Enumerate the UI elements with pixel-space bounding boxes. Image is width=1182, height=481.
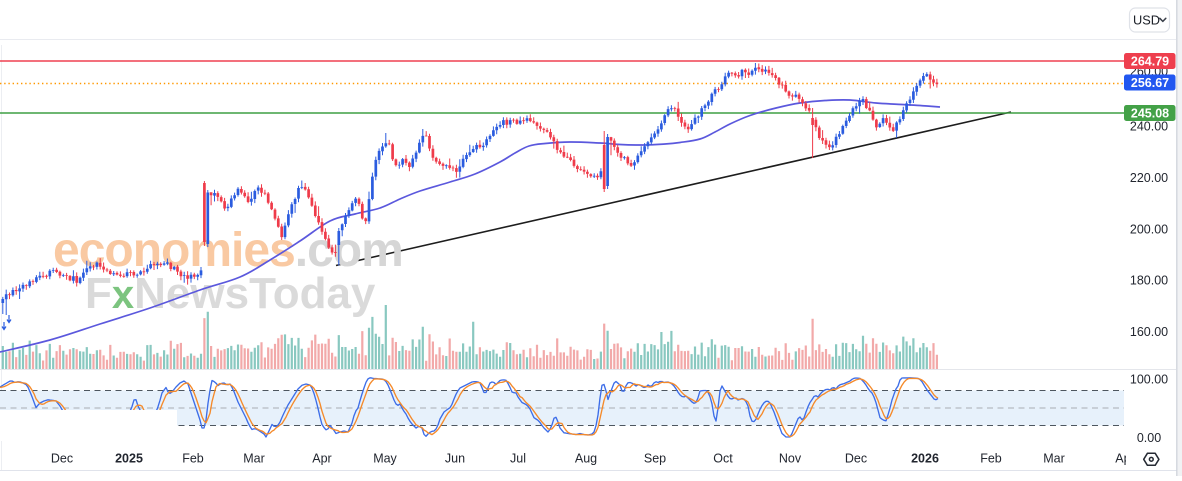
svg-text:220.00: 220.00 <box>1130 171 1168 185</box>
svg-text:245.08: 245.08 <box>1131 106 1169 120</box>
svg-text:Feb: Feb <box>980 452 1002 466</box>
svg-text:Mar: Mar <box>243 452 265 466</box>
svg-text:2025: 2025 <box>115 452 143 466</box>
svg-text:200.00: 200.00 <box>1130 222 1168 236</box>
svg-text:160.00: 160.00 <box>1130 325 1168 339</box>
svg-text:Feb: Feb <box>182 452 204 466</box>
svg-text:Jul: Jul <box>510 452 526 466</box>
svg-text:economies.com: economies.com <box>53 224 403 277</box>
svg-text:FxNewsToday: FxNewsToday <box>85 269 376 318</box>
svg-text:Sep: Sep <box>644 452 666 466</box>
svg-text:Dec: Dec <box>51 452 73 466</box>
svg-text:Jun: Jun <box>445 452 465 466</box>
svg-text:USD: USD <box>1133 13 1160 28</box>
svg-text:180.00: 180.00 <box>1130 273 1168 287</box>
svg-text:Dec: Dec <box>845 452 867 466</box>
svg-text:Apr: Apr <box>1115 452 1134 466</box>
svg-text:Oct: Oct <box>713 452 733 466</box>
svg-text:0.00: 0.00 <box>1137 431 1161 445</box>
svg-text:Apr: Apr <box>312 452 331 466</box>
svg-text:May: May <box>373 452 397 466</box>
svg-text:2026: 2026 <box>911 452 939 466</box>
svg-text:Aug: Aug <box>575 452 597 466</box>
svg-text:Nov: Nov <box>779 452 802 466</box>
svg-text:256.67: 256.67 <box>1131 76 1169 90</box>
svg-text:240.00: 240.00 <box>1130 119 1168 133</box>
svg-text:Mar: Mar <box>1043 452 1065 466</box>
svg-text:100.00: 100.00 <box>1130 372 1168 386</box>
svg-text:264.79: 264.79 <box>1131 54 1169 68</box>
